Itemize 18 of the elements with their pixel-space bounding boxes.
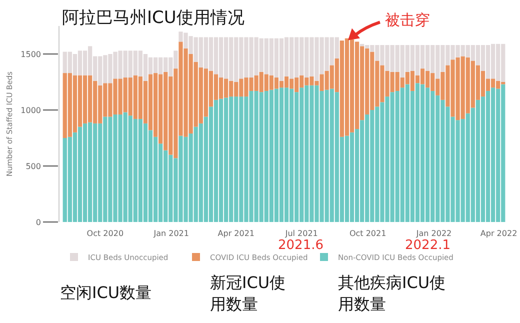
x-tick-label: Jan 2021 bbox=[152, 229, 189, 238]
y-tick-label: 1500 bbox=[20, 50, 41, 59]
x-tick-label: Oct 2021 bbox=[349, 229, 386, 238]
text: 其他疾病ICU使用数量 bbox=[338, 273, 446, 314]
chart-title: 阿拉巴马州ICU使用情况 bbox=[62, 8, 244, 28]
x-tick-label: Jan 2022 bbox=[415, 229, 452, 238]
text: 新冠ICU使用数量 bbox=[210, 273, 286, 314]
annotation: 被击穿 bbox=[384, 11, 430, 30]
x-tick-label: Jul 2021 bbox=[284, 229, 318, 238]
y-tick-label: 1000 bbox=[20, 106, 41, 115]
y-tick-label: 0 bbox=[36, 218, 41, 227]
x-tick-label: Oct 2020 bbox=[86, 229, 124, 238]
y-tick-label: 500 bbox=[26, 162, 41, 171]
text: 2022.1 bbox=[405, 238, 450, 253]
x-tick-label: Apr 2021 bbox=[218, 229, 255, 238]
x-tick-label: Apr 2022 bbox=[480, 229, 518, 238]
text: 2021.6 bbox=[278, 238, 324, 253]
text: 空闲ICU数量 bbox=[60, 283, 152, 302]
